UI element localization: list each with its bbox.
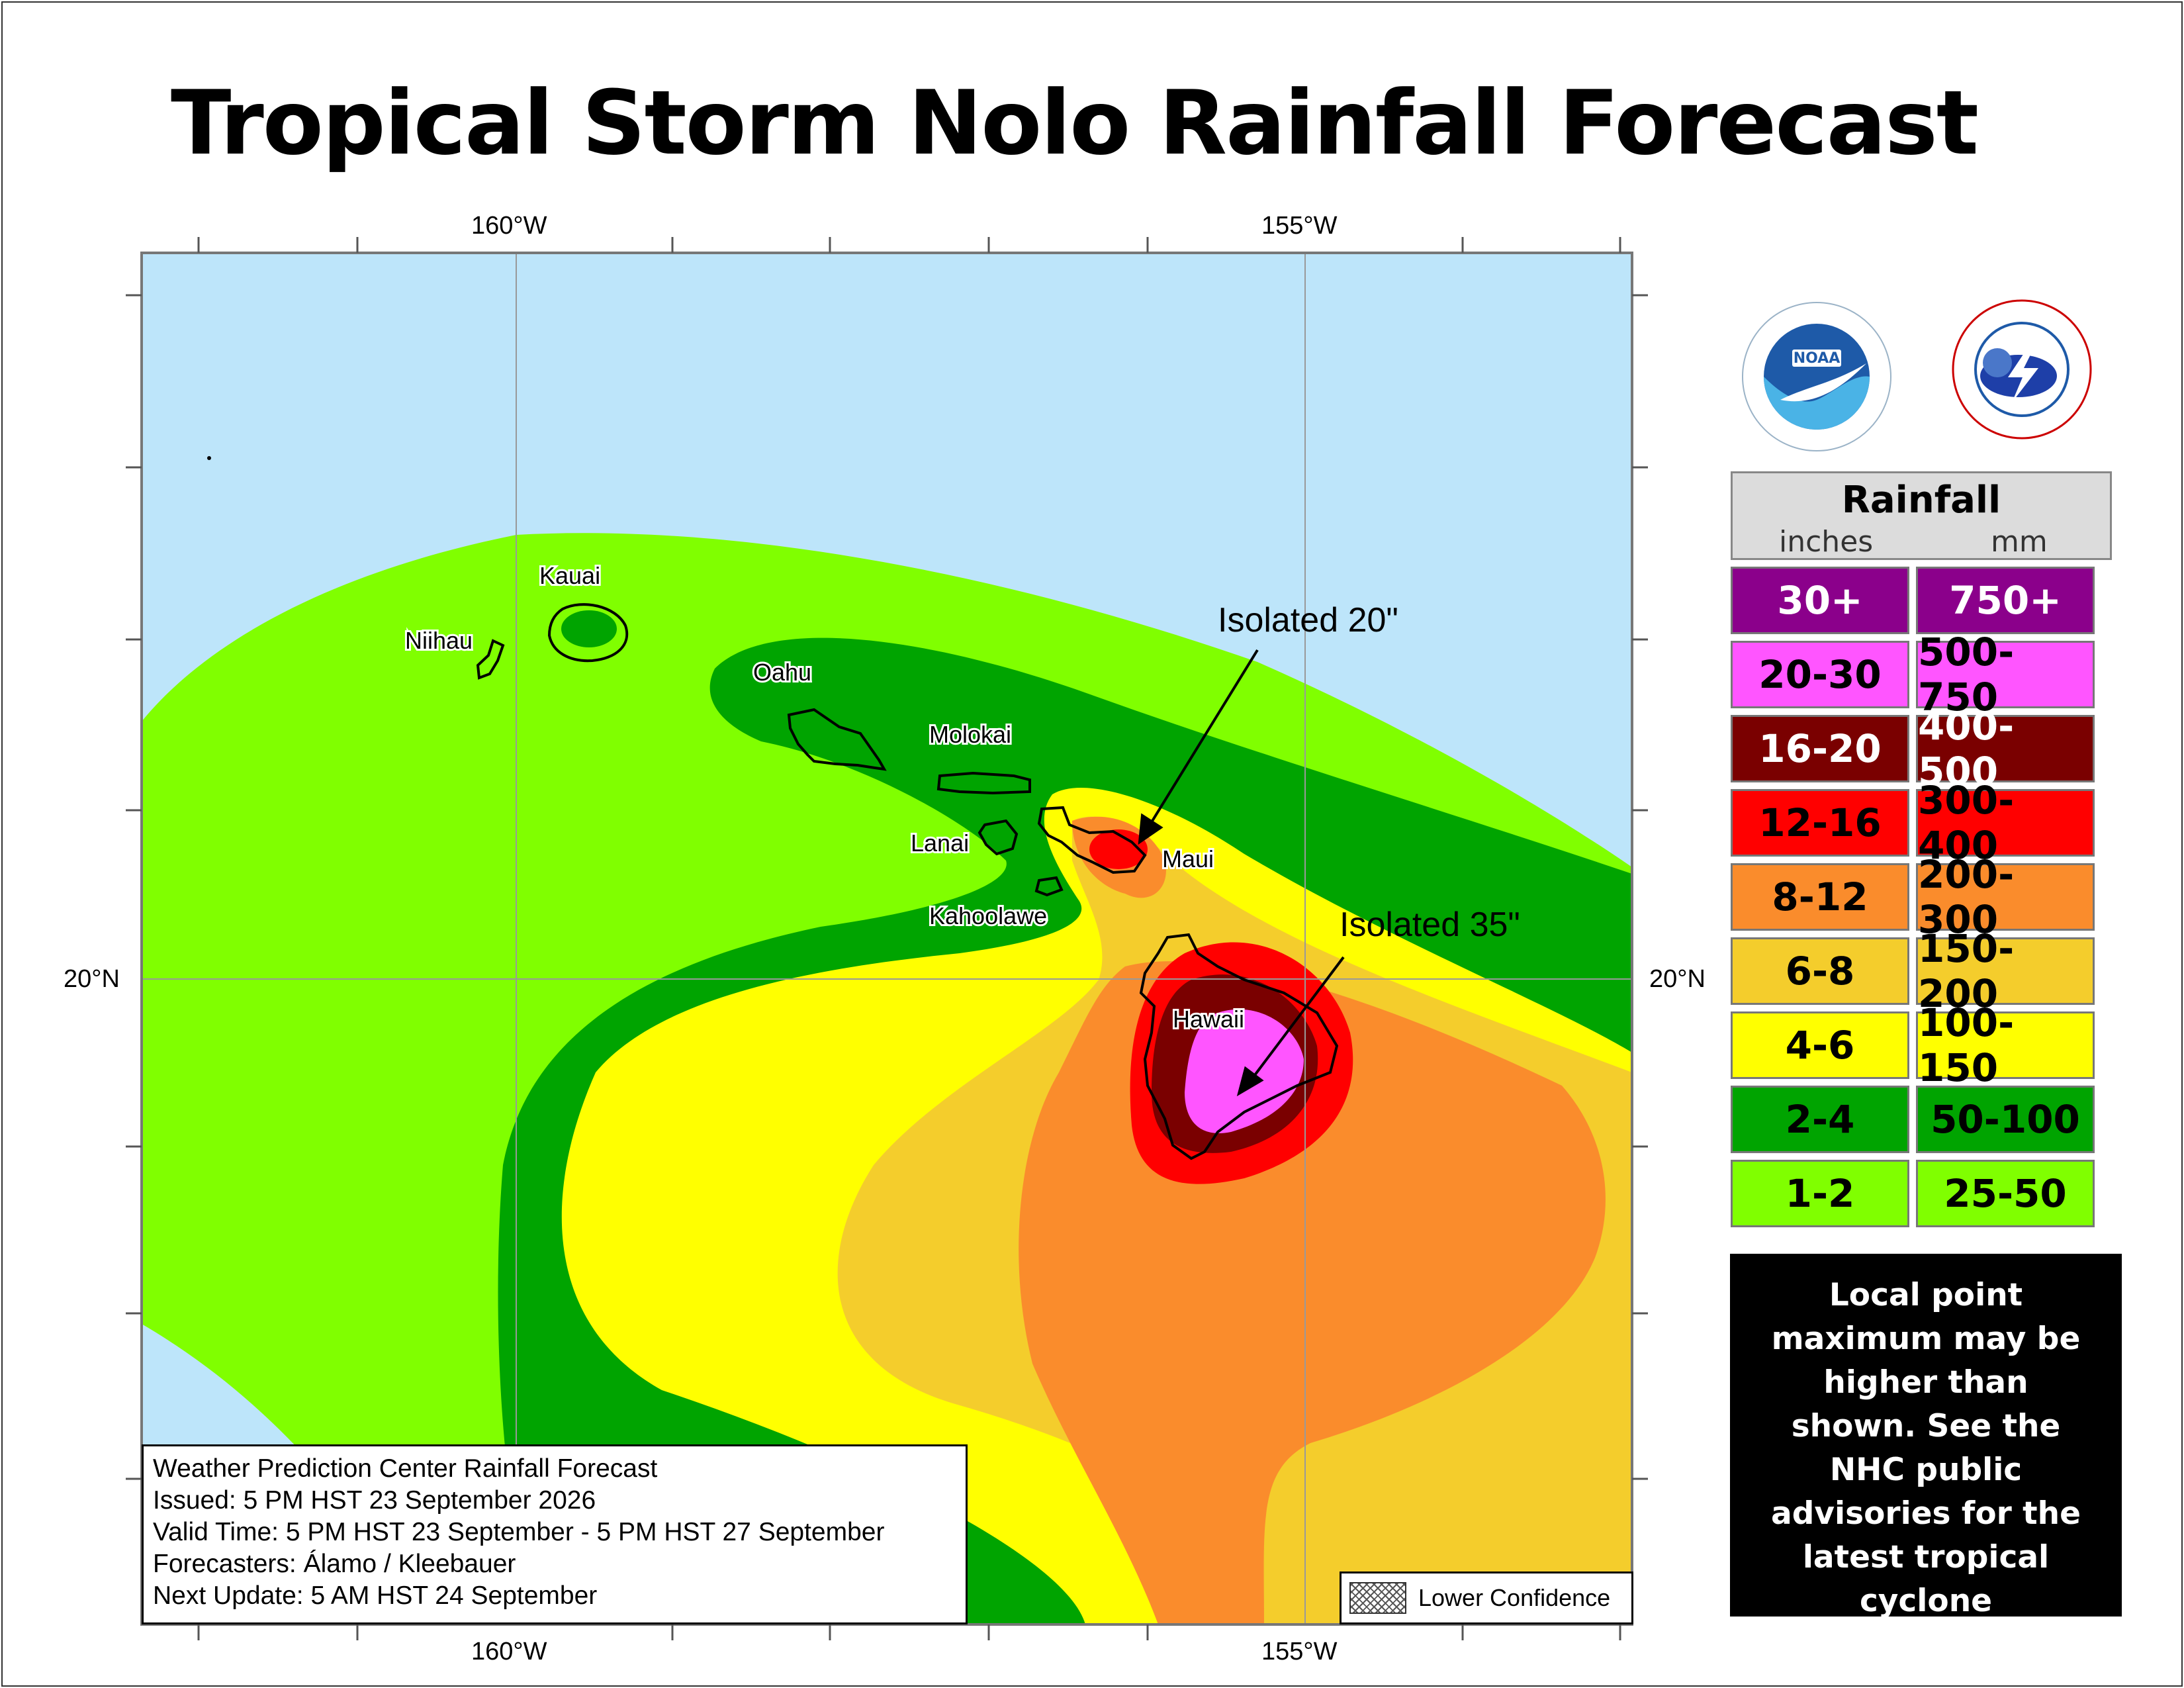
legend-mm-cell: 300-400	[1916, 778, 2095, 868]
axis-ticks	[126, 237, 1648, 1640]
kahoolawe-outline	[1034, 876, 1064, 897]
lower-confidence-hatch	[1349, 1582, 1406, 1614]
callout-isolated-35: Isolated 35"	[1340, 906, 1520, 944]
lat-label-20-right: 20°N	[1649, 965, 1706, 993]
label-lanai: Lanai	[911, 829, 969, 857]
lon-label-155-bottom: 155°W	[1261, 1638, 1338, 1665]
legend-unit-inches: inches	[1779, 525, 1874, 559]
legend-inches-cell: 1-2	[1731, 1160, 1909, 1227]
legend-inches-cell: 6-8	[1731, 937, 1909, 1005]
lanai-outline	[978, 819, 1019, 856]
lat-label-20-left: 20°N	[64, 965, 120, 993]
gridlines	[142, 253, 1632, 1624]
legend-title: Rainfall	[1841, 479, 2001, 522]
label-kauai: Kauai	[539, 562, 600, 589]
noaa-logo: NOAA	[1742, 302, 1891, 451]
maui-band-12-16	[1089, 829, 1148, 869]
maui-outline	[1037, 806, 1147, 874]
legend-inches-cell: 2-4	[1731, 1086, 1909, 1153]
info-line-4: Forecasters: Álamo / Kleebauer	[153, 1550, 516, 1578]
legend-mm-cell: 150-200	[1916, 926, 2095, 1016]
lower-confidence-legend: Lower Confidence	[1340, 1571, 1633, 1624]
info-line-1: Weather Prediction Center Rainfall Forec…	[153, 1454, 658, 1483]
lon-label-160-top: 160°W	[471, 212, 547, 240]
lower-confidence-label: Lower Confidence	[1418, 1584, 1611, 1611]
legend-inches-cell: 16-20	[1731, 715, 1909, 782]
note-box: Local point maximum may be higher than s…	[1730, 1254, 2122, 1663]
legend-inches-cell: 12-16	[1731, 789, 1909, 857]
legend-unit-mm: mm	[1991, 525, 2048, 559]
legend-header: Rainfall inches mm	[1731, 471, 2112, 560]
island-outlines	[476, 603, 1339, 1160]
kauai-band-2-4	[561, 610, 617, 647]
label-kahoolawe: Kahoolawe	[929, 902, 1047, 929]
callout-arrows	[1138, 649, 1345, 1097]
legend-mm-cell: 750+	[1916, 567, 2095, 634]
niihau-outline	[476, 639, 505, 680]
legend-mm-cell: 500-750	[1916, 630, 2095, 720]
label-oahu: Oahu	[753, 659, 811, 686]
kauai-outline	[547, 603, 628, 663]
legend-inches-cell: 20-30	[1731, 641, 1909, 708]
info-line-5: Next Update: 5 AM HST 24 September	[153, 1581, 598, 1610]
map-border	[140, 252, 1633, 1626]
legend-mm-cell: 400-500	[1916, 704, 2095, 794]
page-title: Tropical Storm Nolo Rainfall Forecast	[171, 71, 1979, 175]
molokai-outline	[936, 771, 1031, 795]
legend-mm-cell: 100-150	[1916, 1000, 2095, 1090]
info-line-2: Issued: 5 PM HST 23 September 2026	[153, 1486, 596, 1515]
nws-logo	[1952, 299, 2092, 440]
info-line-3: Valid Time: 5 PM HST 23 September - 5 PM…	[153, 1518, 885, 1546]
legend-inches-cell: 4-6	[1731, 1011, 1909, 1079]
legend-inches-cell: 30+	[1731, 567, 1909, 634]
svg-text:NOAA: NOAA	[1794, 350, 1841, 367]
forecast-info-box: Weather Prediction Center Rainfall Forec…	[142, 1444, 968, 1624]
lon-label-160-bottom: 160°W	[471, 1638, 547, 1665]
label-hawaii: Hawaii	[1173, 1006, 1244, 1033]
lon-label-155-top: 155°W	[1261, 212, 1338, 240]
legend-mm-cell: 50-100	[1916, 1086, 2095, 1153]
legend-inches-cell: 8-12	[1731, 863, 1909, 931]
legend-mm-cell: 200-300	[1916, 852, 2095, 942]
label-niihau: Niihau	[405, 627, 473, 654]
hawaii-outline	[1139, 933, 1339, 1160]
legend-mm-cell: 25-50	[1916, 1160, 2095, 1227]
label-maui: Maui	[1162, 845, 1214, 872]
label-molokai: Molokai	[929, 721, 1011, 748]
oahu-outline	[787, 708, 887, 771]
callout-isolated-20: Isolated 20"	[1218, 601, 1398, 639]
